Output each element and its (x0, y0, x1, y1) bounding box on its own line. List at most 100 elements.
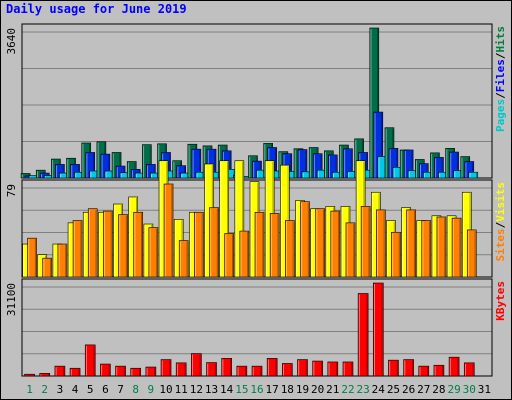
legend-pages: Pages (494, 99, 507, 132)
bar-sites-day-28 (436, 216, 447, 278)
bar-files-day-4 (70, 164, 80, 179)
x-tick-label-day-12: 12 (190, 383, 203, 396)
bar-sites-day-10 (163, 183, 174, 278)
bar-sites-day-8 (133, 211, 144, 278)
bar-sites-day-5 (87, 208, 98, 278)
legend-separator: / (494, 221, 507, 228)
bar-kbytes-day-5 (84, 344, 96, 377)
legend-visits: Visits (494, 182, 507, 222)
bar-kbytes-day-28 (433, 364, 445, 377)
x-tick-label-day-16: 16 (250, 383, 263, 396)
bar-sites-day-17 (269, 213, 280, 278)
legend-kbytes: KBytes (494, 281, 507, 321)
bar-kbytes-day-17 (266, 358, 278, 377)
legend-separator: / (494, 52, 507, 59)
bar-kbytes-day-6 (100, 363, 111, 377)
legend-files: Files (494, 59, 507, 92)
bar-kbytes-day-30 (463, 362, 475, 377)
bar-sites-day-9 (148, 227, 159, 278)
x-tick-label-day-10: 10 (159, 383, 172, 396)
x-tick-label-day-7: 7 (117, 383, 124, 396)
x-tick-label-day-9: 9 (148, 383, 155, 396)
bar-kbytes-day-26 (403, 359, 414, 377)
bar-sites-day-20 (315, 208, 325, 278)
x-tick-label-day-22: 22 (341, 383, 354, 396)
x-tick-label-day-11: 11 (175, 383, 188, 396)
bar-sites-day-12 (194, 211, 204, 278)
bar-sites-day-21 (330, 210, 341, 278)
bar-pages-day-30 (468, 171, 479, 179)
legend-separator: / (494, 92, 507, 99)
bar-sites-day-25 (391, 231, 401, 278)
bar-kbytes-day-21 (327, 361, 339, 377)
legend-sites: Sites (494, 228, 507, 261)
bar-sites-day-3 (57, 243, 68, 278)
legend-hits-files-pages: Pages/Files/Hits (494, 26, 507, 132)
bar-kbytes-day-29 (448, 356, 460, 377)
bar-sites-day-15 (239, 230, 250, 278)
bar-kbytes-day-4 (69, 367, 81, 377)
x-tick-label-day-15: 15 (235, 383, 248, 396)
bar-kbytes-day-12 (191, 353, 202, 377)
bar-sites-day-11 (178, 240, 189, 278)
bar-kbytes-day-2 (39, 373, 51, 377)
x-tick-label-day-19: 19 (296, 383, 309, 396)
bar-kbytes-day-23 (357, 293, 369, 377)
legend-visits-sites: Sites/Visits (494, 182, 507, 262)
x-tick-label-day-26: 26 (402, 383, 415, 396)
bar-sites-day-18 (285, 220, 295, 278)
bar-sites-day-7 (118, 214, 128, 278)
bar-sites-day-27 (421, 220, 432, 278)
x-tick-label-day-1: 1 (26, 383, 33, 396)
x-tick-label-day-5: 5 (87, 383, 94, 396)
bar-sites-day-19 (300, 201, 310, 278)
bar-sites-day-24 (375, 209, 386, 278)
x-tick-label-day-4: 4 (72, 383, 79, 396)
x-tick-label-day-13: 13 (205, 383, 218, 396)
bar-kbytes-day-25 (388, 359, 399, 377)
x-tick-label-day-27: 27 (417, 383, 430, 396)
bar-kbytes-day-15 (236, 365, 248, 377)
x-tick-label-day-30: 30 (463, 383, 476, 396)
x-tick-label-day-6: 6 (102, 383, 109, 396)
legend-kbytes: KBytes (494, 281, 507, 321)
bar-kbytes-day-20 (312, 360, 323, 377)
bar-sites-day-4 (72, 220, 83, 278)
bar-sites-day-16 (254, 211, 265, 278)
bar-kbytes-day-10 (160, 359, 172, 377)
bar-sites-day-2 (42, 257, 53, 278)
x-tick-label-day-25: 25 (387, 383, 400, 396)
bar-sites-day-22 (345, 222, 356, 278)
bar-kbytes-day-13 (206, 362, 217, 377)
bar-sites-day-13 (209, 207, 219, 278)
bar-sites-day-23 (360, 206, 371, 278)
x-tick-label-day-14: 14 (220, 383, 234, 396)
bar-sites-day-6 (103, 210, 113, 278)
bar-kbytes-day-7 (115, 365, 126, 377)
x-tick-label-day-21: 21 (326, 383, 339, 396)
bar-kbytes-day-27 (418, 365, 430, 377)
x-tick-label-day-18: 18 (281, 383, 294, 396)
x-tick-label-day-24: 24 (372, 383, 386, 396)
x-tick-label-day-31: 31 (478, 383, 491, 396)
x-tick-label-day-17: 17 (266, 383, 279, 396)
bar-kbytes-day-19 (297, 359, 308, 377)
bar-sites-day-30 (466, 229, 477, 278)
x-tick-label-day-29: 29 (447, 383, 460, 396)
x-tick-label-day-23: 23 (357, 383, 370, 396)
chart-title: Daily usage for June 2019 (6, 2, 187, 16)
bar-files-day-16 (252, 160, 262, 179)
bar-kbytes-day-9 (145, 366, 157, 377)
x-tick-label-day-20: 20 (311, 383, 324, 396)
bar-kbytes-day-8 (130, 367, 142, 377)
bar-sites-day-29 (451, 217, 462, 278)
x-tick-label-day-2: 2 (41, 383, 48, 396)
bar-kbytes-day-18 (282, 363, 293, 377)
y-max-label-hits-files-pages: 3640 (5, 28, 18, 55)
x-tick-label-day-28: 28 (432, 383, 445, 396)
bar-kbytes-day-14 (221, 358, 232, 377)
bar-kbytes-day-11 (175, 362, 187, 377)
bar-kbytes-day-1 (24, 373, 35, 377)
y-max-label-visits-sites: 79 (5, 184, 18, 197)
